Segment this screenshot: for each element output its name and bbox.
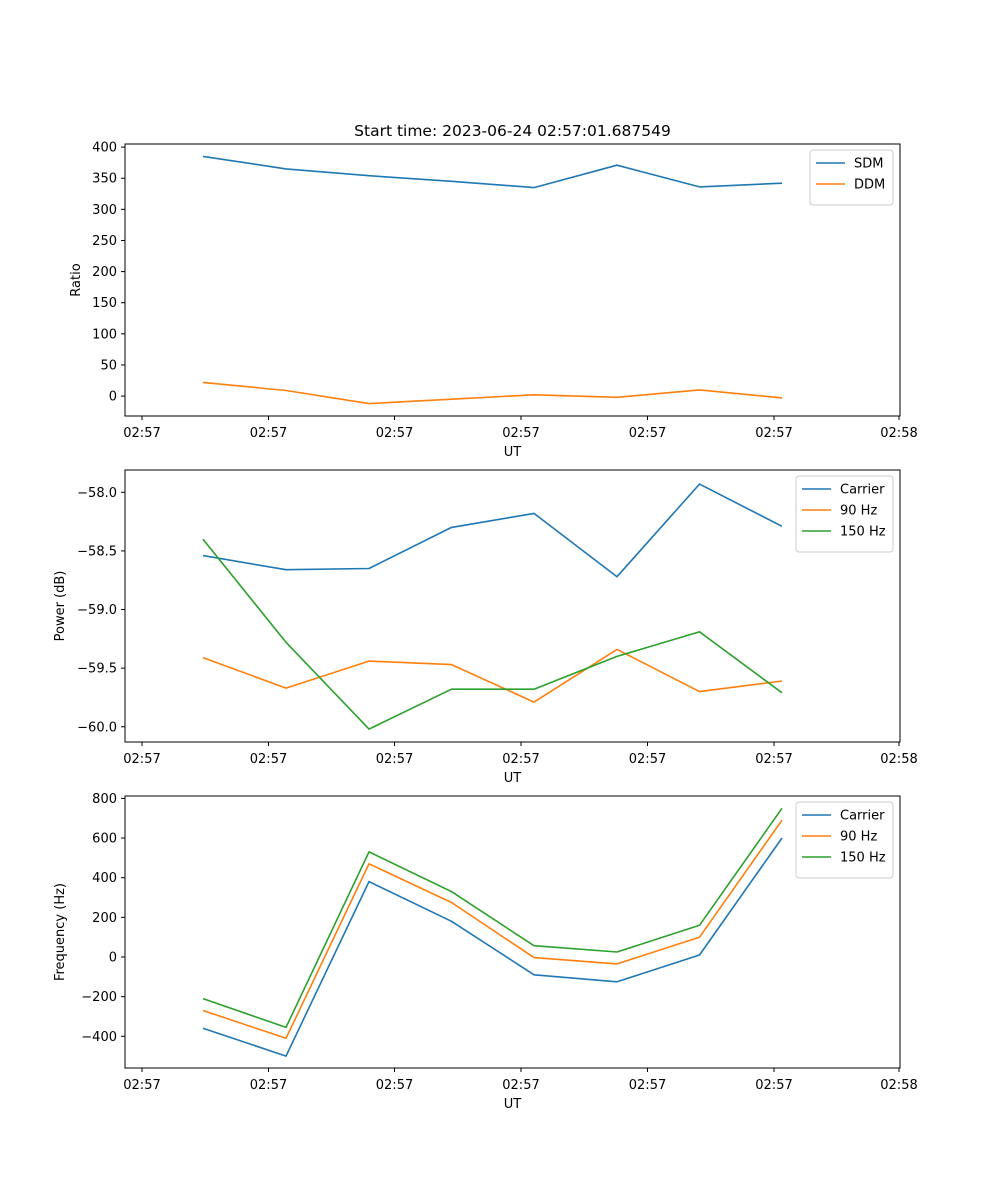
y-tick-label: 600 bbox=[92, 832, 117, 847]
y-tick-label: 0 bbox=[109, 950, 117, 965]
x-tick-label: 02:57 bbox=[123, 1078, 160, 1093]
series-line-sdm bbox=[202, 155, 783, 189]
axes-frame bbox=[124, 795, 901, 1069]
legend-label: SDM bbox=[854, 157, 883, 172]
y-tick-label: −58.0 bbox=[77, 486, 117, 501]
x-tick-label: 02:57 bbox=[755, 426, 792, 441]
series-line-150-hz bbox=[202, 538, 783, 730]
axes-frame bbox=[124, 469, 901, 743]
x-tick-label: 02:57 bbox=[629, 752, 666, 767]
y-tick-label: 400 bbox=[92, 871, 117, 886]
legend-label: 90 Hz bbox=[840, 830, 877, 845]
x-tick-label: 02:57 bbox=[502, 1078, 539, 1093]
y-tick-label: 250 bbox=[92, 234, 117, 249]
chart-panel-1: 02:57 02:57 02:57 02:57 02:57 02:57 02:58 0 50 10… bbox=[69, 141, 918, 460]
chart-panel-2: 02:57 02:57 02:57 02:57 02:57 02:57 02:58 −60.0… bbox=[53, 469, 918, 786]
legend-label: 150 Hz bbox=[840, 525, 886, 540]
x-tick-label: 02:57 bbox=[755, 752, 792, 767]
y-tick-label: 0 bbox=[109, 390, 117, 405]
x-tick-label: 02:57 bbox=[250, 1078, 287, 1093]
figure-title: Start time: 2023-06-24 02:57:01.687549 bbox=[354, 122, 671, 140]
legend-label: Carrier bbox=[840, 809, 885, 824]
legend: Carrier 90 Hz 150 Hz bbox=[795, 475, 894, 553]
y-tick-label: 50 bbox=[100, 358, 117, 373]
x-tick-label: 02:57 bbox=[123, 426, 160, 441]
x-axis-label: UT bbox=[504, 1097, 522, 1112]
y-tick-label: 400 bbox=[92, 141, 117, 156]
x-axis-label: UT bbox=[504, 771, 522, 786]
x-tick-label: 02:57 bbox=[376, 752, 413, 767]
y-tick-label: −60.0 bbox=[77, 720, 117, 735]
chart-panel-3: 02:57 02:57 02:57 02:57 02:57 02:57 02:58 −400 −… bbox=[53, 792, 918, 1112]
series-line-90-hz bbox=[202, 819, 783, 1040]
legend-label: Carrier bbox=[840, 483, 885, 498]
x-tick-label: 02:57 bbox=[629, 1078, 666, 1093]
legend-box bbox=[795, 475, 894, 553]
x-tick-label: 02:57 bbox=[123, 752, 160, 767]
x-tick-label: 02:57 bbox=[629, 426, 666, 441]
x-tick-label: 02:57 bbox=[376, 426, 413, 441]
x-tick-label: 02:58 bbox=[880, 426, 917, 441]
y-axis-label: Frequency (Hz) bbox=[53, 883, 68, 981]
legend-box bbox=[795, 801, 894, 879]
x-tick-label: 02:57 bbox=[376, 1078, 413, 1093]
series-line-carrier bbox=[202, 837, 783, 1057]
series-line-90-hz bbox=[202, 648, 783, 703]
y-tick-label: 200 bbox=[92, 265, 117, 280]
y-axis-label: Ratio bbox=[69, 263, 84, 296]
legend-label: DDM bbox=[854, 178, 885, 193]
series-line-150-hz bbox=[202, 807, 783, 1029]
axes-frame bbox=[124, 143, 901, 417]
y-tick-label: 100 bbox=[92, 327, 117, 342]
legend: Carrier 90 Hz 150 Hz bbox=[795, 801, 894, 879]
chart-panels: 02:57 02:57 02:57 02:57 02:57 02:57 02:58 0 50 10… bbox=[53, 141, 918, 1112]
y-tick-label: 800 bbox=[92, 792, 117, 807]
x-axis-label: UT bbox=[504, 445, 522, 460]
y-tick-label: 200 bbox=[92, 911, 117, 926]
x-tick-label: 02:57 bbox=[755, 1078, 792, 1093]
y-tick-label: 150 bbox=[92, 296, 117, 311]
x-tick-label: 02:57 bbox=[502, 752, 539, 767]
legend: SDM DDM bbox=[809, 149, 894, 206]
y-tick-label: −400 bbox=[81, 1030, 117, 1045]
y-tick-label: −58.5 bbox=[77, 544, 117, 559]
x-tick-label: 02:57 bbox=[250, 752, 287, 767]
series-line-ddm bbox=[202, 381, 783, 405]
y-tick-label: 300 bbox=[92, 203, 117, 218]
legend-label: 90 Hz bbox=[840, 504, 877, 519]
y-tick-label: 350 bbox=[92, 172, 117, 187]
x-tick-label: 02:58 bbox=[880, 752, 917, 767]
y-tick-label: −59.0 bbox=[77, 603, 117, 618]
x-tick-label: 02:57 bbox=[250, 426, 287, 441]
y-axis-label: Power (dB) bbox=[53, 571, 68, 642]
series-line-carrier bbox=[202, 483, 783, 578]
x-tick-label: 02:58 bbox=[880, 1078, 917, 1093]
y-tick-label: −59.5 bbox=[77, 662, 117, 677]
x-tick-label: 02:57 bbox=[502, 426, 539, 441]
legend-label: 150 Hz bbox=[840, 851, 886, 866]
y-tick-label: −200 bbox=[81, 990, 117, 1005]
